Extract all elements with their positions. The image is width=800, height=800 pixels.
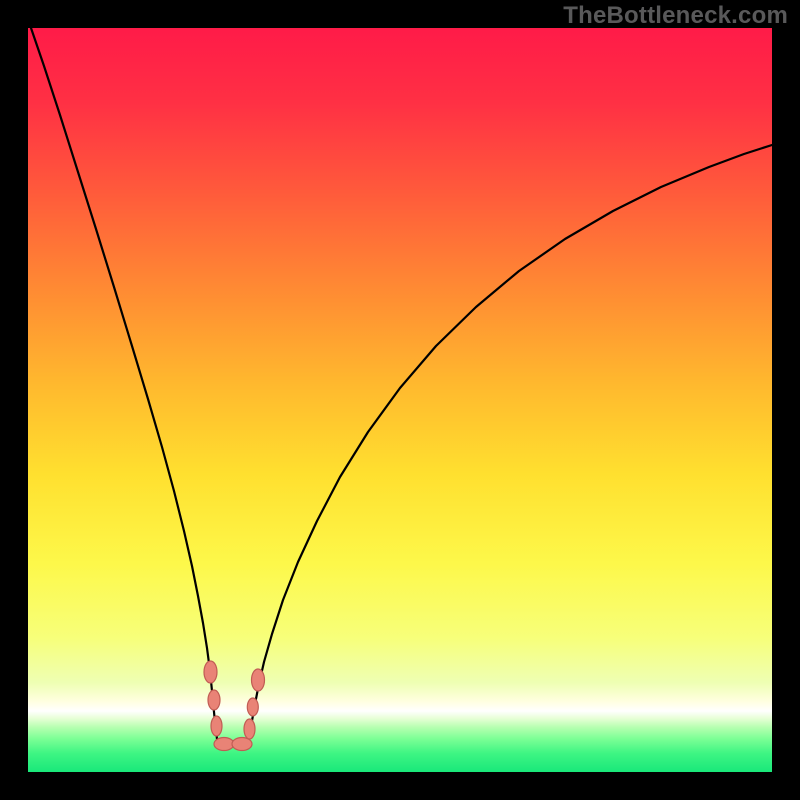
frame-border-bottom xyxy=(0,772,800,800)
frame-border-right xyxy=(772,0,800,800)
marker-lb-low xyxy=(211,716,222,736)
watermark-text: TheBottleneck.com xyxy=(563,2,788,30)
marker-rb-mid xyxy=(247,698,258,716)
marker-rb-top xyxy=(252,669,265,691)
gradient-background xyxy=(28,28,772,772)
chart-svg xyxy=(0,0,800,800)
frame-border-left xyxy=(0,0,28,800)
marker-lb-mid xyxy=(208,690,220,710)
marker-lb-top xyxy=(204,661,217,683)
marker-shelf-a xyxy=(214,738,234,751)
chart-root xyxy=(0,0,800,800)
marker-rb-low xyxy=(244,719,255,739)
